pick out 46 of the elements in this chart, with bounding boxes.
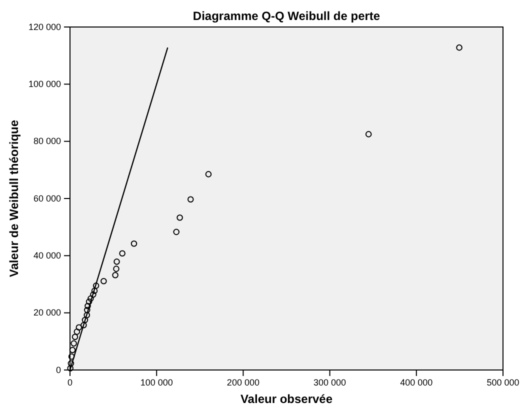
y-tick-label: 0 — [56, 364, 61, 375]
point — [119, 250, 126, 257]
point — [67, 365, 74, 372]
point — [114, 258, 120, 265]
y-tick-label: 60 000 — [33, 193, 61, 204]
point — [80, 322, 87, 328]
point — [86, 298, 92, 305]
point — [88, 295, 94, 302]
point — [205, 171, 212, 178]
x-axis-title: Valeur observée — [240, 392, 333, 406]
point — [68, 360, 74, 367]
point — [76, 324, 82, 331]
point — [84, 312, 90, 318]
point — [90, 291, 96, 298]
x-tick-label: 200 000 — [226, 377, 260, 388]
point — [70, 340, 77, 347]
point — [112, 272, 118, 278]
point — [69, 346, 76, 354]
x-tick-label: 400 000 — [400, 377, 433, 388]
point — [113, 266, 120, 272]
chart-title: Diagramme Q-Q Weibull de perte — [192, 9, 380, 23]
point — [72, 334, 78, 340]
point — [91, 288, 98, 294]
point — [187, 196, 194, 202]
x-tick-label: 100 000 — [140, 377, 173, 388]
point — [92, 282, 100, 289]
point — [130, 240, 138, 247]
point — [84, 302, 91, 310]
x-tick-label: 300 000 — [314, 377, 346, 388]
point — [173, 228, 180, 236]
point — [68, 353, 75, 360]
x-tick-label: 500 000 — [486, 377, 520, 388]
y-tick-label: 20 000 — [33, 308, 61, 318]
y-tick-label: 80 000 — [33, 136, 61, 146]
point — [100, 278, 107, 284]
y-tick-label: 40 000 — [33, 250, 61, 261]
point — [365, 131, 372, 138]
point — [74, 328, 80, 335]
point — [176, 214, 183, 221]
point — [456, 44, 462, 51]
point — [82, 316, 88, 324]
y-tick-label: 120 000 — [28, 22, 61, 32]
y-tick-label: 100 000 — [28, 79, 61, 90]
x-tick-label: 0 — [67, 377, 73, 388]
y-axis-title: Valeur de Weibull théorique — [7, 120, 21, 278]
point — [84, 306, 90, 314]
